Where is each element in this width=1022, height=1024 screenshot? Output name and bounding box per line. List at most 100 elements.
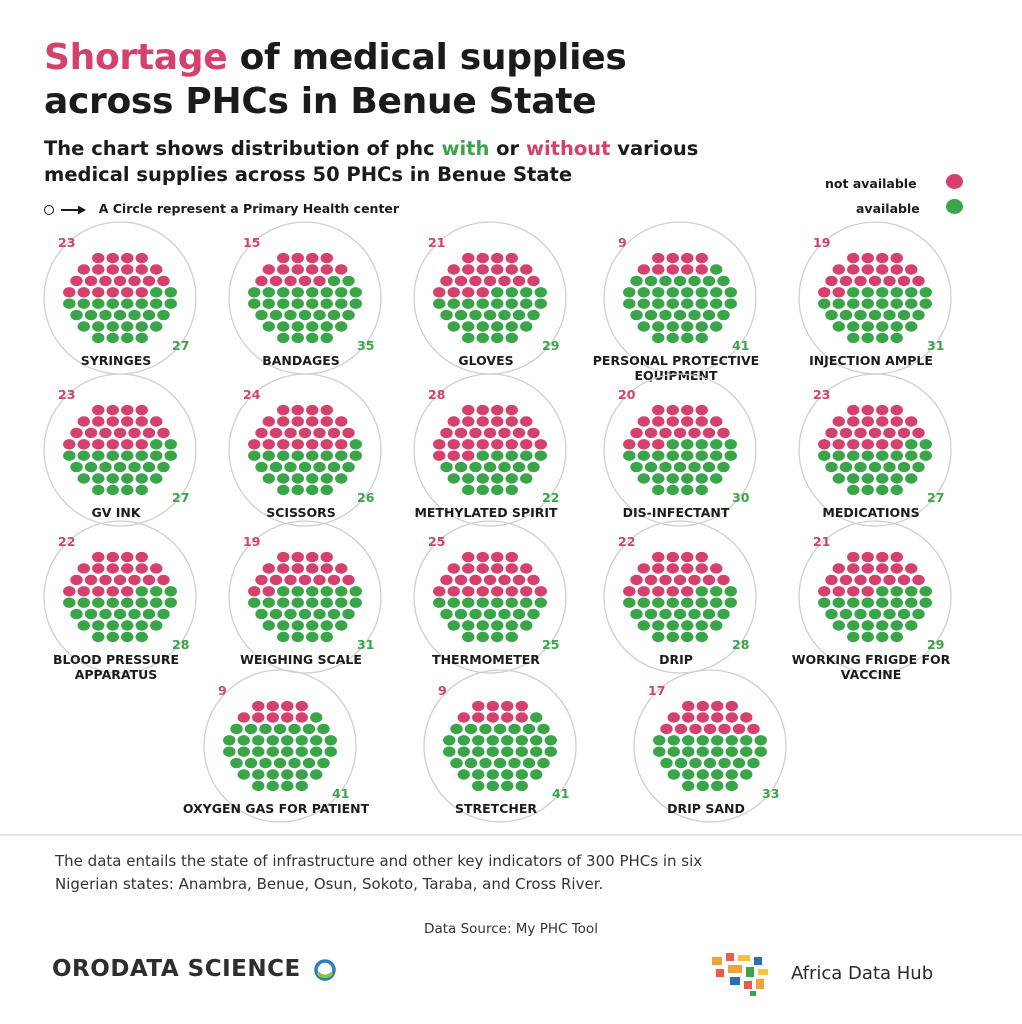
dot-available	[501, 746, 514, 757]
panel-ring	[43, 520, 197, 674]
dot-available	[92, 631, 105, 643]
dot-not-available	[92, 439, 105, 450]
dot-not-available	[99, 275, 112, 287]
dot-available	[530, 735, 543, 746]
dot-available	[259, 757, 272, 769]
dot-available	[302, 757, 316, 769]
dot-available	[673, 309, 687, 321]
not-available-count: 25	[428, 534, 445, 549]
dot-not-available	[876, 563, 889, 574]
dot-not-available	[157, 427, 170, 439]
dot-not-available	[99, 427, 112, 439]
dot-not-available	[498, 275, 511, 287]
orodata-logo-text: ORODATA SCIENCE	[52, 956, 301, 982]
dot-available	[689, 757, 702, 769]
dot-available	[711, 735, 724, 746]
dot-not-available	[327, 427, 341, 439]
dot-available	[472, 780, 485, 792]
panel-label: STRETCHER	[455, 801, 537, 816]
dot-available	[291, 484, 304, 496]
dot-available	[637, 597, 650, 608]
dot-not-available	[861, 563, 874, 574]
panel-label: WORKING FRIGDE FOR	[792, 652, 951, 667]
dot-not-available	[868, 574, 882, 586]
dot-available	[653, 735, 666, 746]
dot-available	[443, 746, 456, 757]
dot-available	[919, 287, 932, 298]
panel-ring	[798, 520, 952, 674]
dot-not-available	[291, 439, 304, 450]
dot-not-available	[861, 551, 874, 563]
dot-available	[266, 780, 279, 792]
dot-not-available	[291, 404, 304, 416]
dot-not-available	[861, 252, 874, 264]
dot-not-available	[121, 563, 134, 574]
dot-available	[92, 332, 105, 344]
dot-available	[306, 298, 319, 309]
dot-not-available	[447, 416, 460, 427]
dot-available	[498, 608, 511, 620]
dot-available	[273, 757, 287, 769]
dot-available	[515, 735, 528, 746]
available-count: 41	[552, 786, 569, 801]
waffle-panel: 23 27 SYRINGES	[43, 221, 197, 375]
dot-available	[269, 608, 283, 620]
dot-available	[512, 461, 526, 473]
dot-not-available	[512, 275, 526, 287]
dot-not-available	[905, 563, 918, 574]
dot-available	[667, 735, 680, 746]
dot-not-available	[861, 404, 874, 416]
dot-not-available	[818, 586, 831, 597]
available-count: 35	[357, 338, 374, 353]
dot-not-available	[77, 264, 90, 275]
dot-available	[284, 461, 297, 473]
dot-available	[106, 332, 119, 344]
dot-available	[501, 735, 514, 746]
dot-not-available	[476, 252, 489, 264]
dot-not-available	[447, 586, 460, 597]
dot-not-available	[291, 551, 304, 563]
dot-available	[696, 735, 709, 746]
dot-available	[248, 287, 261, 298]
available-count: 31	[927, 338, 944, 353]
dot-available	[244, 757, 258, 769]
dot-not-available	[269, 275, 283, 287]
dot-not-available	[106, 416, 119, 427]
dot-available	[491, 631, 504, 643]
available-count: 41	[332, 786, 349, 801]
dot-available	[861, 321, 874, 332]
dot-not-available	[281, 700, 294, 712]
dot-available	[113, 461, 127, 473]
dot-not-available	[113, 275, 127, 287]
panel-label: WEIGHING SCALE	[240, 652, 362, 667]
dot-not-available	[298, 427, 312, 439]
dot-available	[695, 298, 708, 309]
dot-available	[255, 309, 268, 321]
dot-not-available	[291, 563, 304, 574]
dot-available	[335, 620, 348, 631]
dot-available	[349, 597, 362, 608]
dot-available	[157, 461, 170, 473]
dot-available	[349, 287, 362, 298]
dot-not-available	[335, 416, 348, 427]
dot-available	[135, 597, 148, 608]
dot-not-available	[306, 439, 319, 450]
dot-available	[342, 461, 355, 473]
dot-available	[839, 461, 853, 473]
dot-available	[70, 309, 83, 321]
dot-not-available	[673, 574, 687, 586]
dot-available	[491, 332, 504, 344]
dot-not-available	[912, 275, 925, 287]
dot-not-available	[854, 275, 867, 287]
dot-not-available	[306, 404, 319, 416]
dot-available	[520, 597, 533, 608]
dot-available	[269, 309, 283, 321]
dot-not-available	[476, 264, 489, 275]
dot-available	[905, 586, 918, 597]
chart-title: Shortage of medical supplies across PHCs…	[44, 36, 627, 124]
dot-available	[681, 332, 694, 344]
dot-not-available	[725, 712, 738, 723]
dot-not-available	[476, 416, 489, 427]
dot-available	[335, 450, 348, 461]
